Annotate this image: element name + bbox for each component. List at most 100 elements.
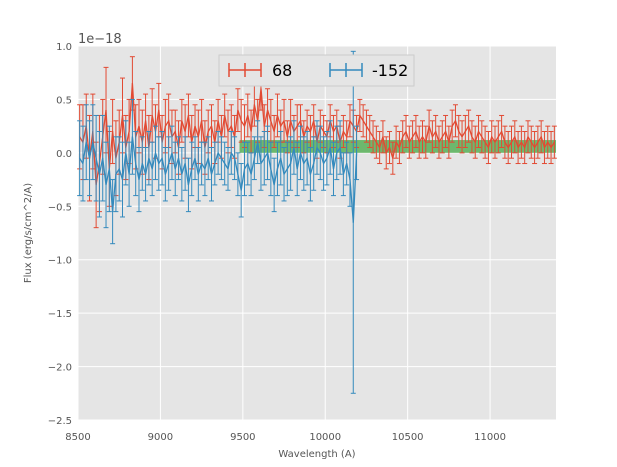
data-point (428, 125, 430, 127)
data-point (121, 114, 124, 117)
data-point (385, 152, 387, 154)
data-point (392, 157, 394, 159)
data-point (382, 136, 384, 138)
data-point (82, 162, 84, 165)
data-point (444, 130, 447, 133)
data-point (151, 168, 153, 170)
legend-entry-minus152: -152 (329, 61, 408, 80)
data-point (168, 120, 170, 122)
data-point (438, 141, 440, 143)
data-point (131, 136, 133, 138)
data-point (197, 136, 199, 138)
data-point (290, 120, 292, 122)
data-point (514, 136, 516, 138)
data-point (204, 168, 206, 170)
y-tick-label: −2.0 (48, 363, 72, 374)
series-layer (77, 50, 557, 394)
data-point (303, 162, 305, 165)
data-point (270, 168, 272, 170)
data-point (435, 130, 437, 133)
data-point (280, 125, 282, 127)
data-point (375, 141, 377, 143)
data-point (309, 130, 312, 133)
data-point (504, 141, 506, 143)
data-point (135, 162, 137, 165)
data-point (477, 130, 480, 133)
data-point (197, 173, 199, 175)
data-point (313, 162, 315, 165)
data-point (346, 136, 348, 138)
data-point (276, 114, 279, 117)
data-point (158, 162, 160, 165)
data-point (501, 130, 503, 133)
data-point (273, 130, 275, 133)
data-point (237, 109, 239, 111)
data-point (187, 114, 190, 117)
data-point (118, 168, 120, 170)
data-point (537, 141, 539, 143)
data-point (263, 125, 265, 127)
series-1 (77, 50, 360, 394)
data-point (329, 146, 331, 149)
data-point (553, 141, 555, 143)
data-point (207, 157, 209, 159)
data-point (250, 173, 252, 175)
data-point (454, 120, 457, 122)
data-point (379, 146, 381, 149)
data-point (191, 168, 193, 170)
data-point (332, 130, 335, 133)
data-point (481, 136, 483, 138)
legend-entry-68: 68 (228, 61, 292, 80)
data-point (408, 141, 410, 143)
data-point (194, 157, 196, 159)
data-point (346, 162, 348, 165)
data-point (92, 141, 94, 143)
data-point (468, 125, 470, 127)
data-point (257, 141, 259, 143)
data-point (349, 120, 351, 122)
data-point (128, 173, 130, 175)
data-point (266, 109, 269, 111)
y-tick-label: −0.5 (48, 202, 72, 213)
data-point (326, 157, 328, 159)
data-point (250, 130, 252, 133)
data-point (484, 141, 486, 143)
data-point (494, 141, 496, 143)
data-point (487, 146, 490, 149)
data-point (138, 125, 140, 127)
data-point (230, 125, 232, 127)
data-point (293, 146, 295, 149)
data-point (441, 136, 443, 138)
data-point (372, 136, 374, 138)
data-point (154, 152, 157, 154)
data-point (543, 146, 546, 149)
grid (77, 45, 556, 421)
data-point (201, 162, 203, 165)
data-point (395, 141, 397, 143)
data-point (283, 173, 285, 175)
data-point (247, 114, 249, 117)
data-point (520, 141, 522, 143)
data-point (240, 189, 242, 191)
data-point (253, 104, 255, 106)
data-point (365, 125, 368, 127)
y-tick-label: −1.5 (48, 309, 72, 320)
data-point (98, 173, 101, 175)
data-point (148, 157, 150, 159)
data-point (112, 211, 114, 213)
x-tick-label: 8500 (65, 432, 90, 443)
x-tick-label: 10500 (392, 432, 424, 443)
data-point (125, 152, 127, 154)
y-tick-label: 0.5 (56, 95, 72, 106)
data-point (431, 136, 433, 138)
data-point (299, 120, 302, 122)
data-point (227, 168, 229, 170)
data-point (418, 141, 420, 143)
data-point (425, 141, 427, 143)
data-point (240, 120, 242, 122)
data-point (128, 130, 130, 133)
data-point (88, 157, 91, 159)
y-tick-label: −1.0 (48, 256, 72, 267)
data-point (112, 130, 114, 133)
